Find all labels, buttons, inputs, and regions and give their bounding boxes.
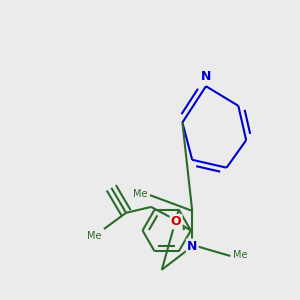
Text: N: N [201,70,211,83]
Text: O: O [171,215,182,228]
Text: Me: Me [87,231,102,242]
Text: Me: Me [133,189,148,199]
Text: Me: Me [233,250,247,260]
Text: N: N [187,240,197,253]
